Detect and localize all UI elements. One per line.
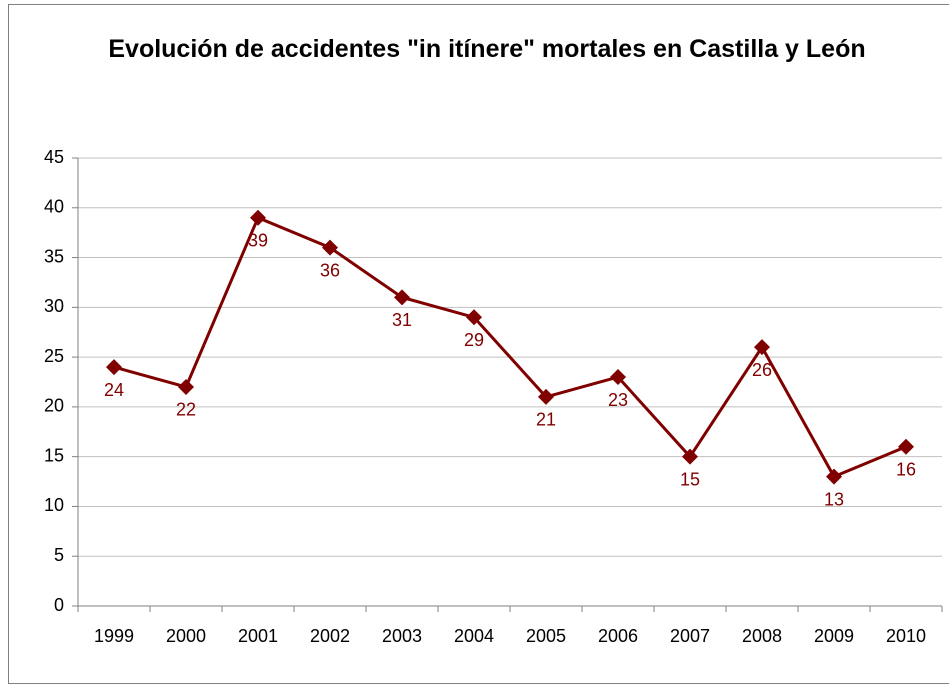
data-label: 29 bbox=[464, 330, 484, 350]
data-point bbox=[898, 438, 914, 455]
y-tick-label: 45 bbox=[44, 147, 64, 167]
y-tick-label: 5 bbox=[54, 545, 64, 565]
y-tick-label: 25 bbox=[44, 346, 64, 366]
data-label: 23 bbox=[608, 390, 628, 410]
data-point bbox=[826, 468, 842, 485]
x-tick-label: 2010 bbox=[886, 626, 926, 646]
data-label: 22 bbox=[176, 400, 196, 420]
x-tick-label: 2005 bbox=[526, 626, 566, 646]
data-point bbox=[610, 369, 626, 386]
data-point bbox=[466, 309, 482, 326]
data-point bbox=[682, 448, 698, 465]
data-label: 24 bbox=[104, 380, 124, 400]
y-tick-label: 20 bbox=[44, 396, 64, 416]
data-point bbox=[178, 378, 194, 395]
y-tick-label: 30 bbox=[44, 296, 64, 316]
x-tick-label: 2008 bbox=[742, 626, 782, 646]
x-tick-label: 2000 bbox=[166, 626, 206, 646]
x-tick-label: 2009 bbox=[814, 626, 854, 646]
y-tick-label: 15 bbox=[44, 445, 64, 465]
data-label: 39 bbox=[248, 230, 268, 250]
data-point bbox=[754, 339, 770, 356]
data-point bbox=[106, 359, 122, 376]
y-tick-label: 40 bbox=[44, 197, 64, 217]
data-label: 16 bbox=[896, 459, 916, 479]
x-tick-label: 2001 bbox=[238, 626, 278, 646]
data-label: 31 bbox=[392, 310, 412, 330]
data-point bbox=[538, 388, 554, 405]
x-tick-label: 1999 bbox=[94, 626, 134, 646]
x-tick-label: 2004 bbox=[454, 626, 494, 646]
y-tick-label: 10 bbox=[44, 495, 64, 515]
x-tick-label: 2003 bbox=[382, 626, 422, 646]
data-point bbox=[322, 239, 338, 256]
data-label: 26 bbox=[752, 360, 772, 380]
chart-title: Evolución de accidentes "in itínere" mor… bbox=[108, 35, 866, 63]
data-label: 21 bbox=[536, 410, 556, 430]
y-tick-label: 0 bbox=[54, 595, 64, 615]
x-tick-label: 2002 bbox=[310, 626, 350, 646]
x-tick-label: 2007 bbox=[670, 626, 710, 646]
y-tick-label: 35 bbox=[44, 246, 64, 266]
data-label: 36 bbox=[320, 260, 340, 280]
data-point bbox=[250, 209, 266, 226]
data-line bbox=[113, 215, 907, 479]
data-label: 15 bbox=[680, 469, 700, 489]
data-label: 13 bbox=[824, 489, 844, 509]
data-point bbox=[394, 289, 410, 306]
x-tick-label: 2006 bbox=[598, 626, 638, 646]
